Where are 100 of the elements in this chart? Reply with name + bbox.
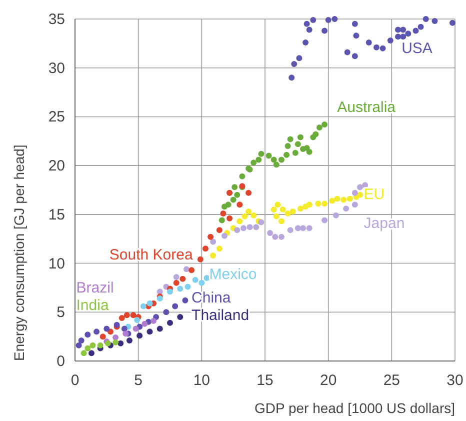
point — [232, 184, 238, 190]
point — [297, 206, 304, 212]
point — [118, 340, 124, 346]
point — [291, 60, 298, 67]
point — [280, 206, 286, 213]
point — [210, 238, 216, 245]
point — [216, 246, 222, 252]
point — [256, 156, 262, 163]
point — [188, 267, 195, 274]
y-tick-label: 30 — [48, 60, 65, 77]
point — [246, 190, 252, 196]
point — [306, 148, 312, 155]
point — [373, 44, 380, 50]
point — [220, 210, 226, 216]
point — [272, 234, 278, 240]
point — [284, 143, 291, 150]
x-tick-label: 25 — [383, 372, 400, 389]
point — [100, 334, 106, 340]
point — [250, 160, 257, 166]
y-tick-label: 25 — [48, 108, 65, 126]
point — [124, 312, 130, 318]
point — [88, 350, 94, 356]
point — [284, 152, 290, 158]
x-tick-label: 10 — [193, 372, 210, 389]
point — [146, 328, 153, 335]
point — [197, 256, 204, 262]
x-tick-label: 0 — [70, 372, 80, 389]
point — [267, 230, 274, 236]
point — [167, 320, 173, 326]
point — [412, 28, 419, 34]
point — [270, 156, 277, 163]
point — [234, 227, 240, 234]
point — [366, 39, 372, 46]
point — [352, 20, 358, 27]
point — [294, 225, 301, 232]
point — [273, 162, 280, 168]
point — [84, 345, 91, 352]
point — [343, 206, 350, 212]
point — [167, 288, 173, 295]
point — [316, 124, 322, 130]
point — [332, 212, 339, 218]
point — [300, 225, 306, 232]
point — [140, 303, 146, 310]
y-tick-label: 10 — [48, 255, 65, 272]
point — [292, 150, 298, 156]
series-label: South Korea — [109, 246, 194, 264]
point — [325, 16, 332, 23]
point — [177, 286, 184, 292]
x-tick-label: 15 — [256, 372, 274, 389]
point — [274, 202, 281, 208]
point — [184, 284, 191, 290]
point — [84, 332, 91, 338]
x-tick-label: 30 — [446, 372, 464, 389]
point — [218, 217, 225, 224]
point — [297, 134, 304, 140]
point — [97, 342, 104, 348]
point — [112, 339, 119, 346]
point — [278, 234, 284, 240]
point — [296, 55, 302, 62]
point — [134, 316, 140, 323]
series-label: India — [76, 297, 110, 314]
point — [332, 16, 338, 22]
point — [266, 152, 272, 159]
point — [258, 219, 264, 226]
point — [76, 342, 82, 348]
point — [287, 136, 294, 142]
point — [322, 122, 328, 128]
point — [278, 156, 284, 163]
point — [315, 200, 322, 207]
point — [142, 320, 148, 327]
series-label: EU — [364, 186, 385, 203]
point — [449, 20, 456, 26]
point — [239, 173, 246, 180]
point — [104, 326, 110, 332]
point — [221, 232, 228, 239]
point — [156, 326, 163, 332]
point — [146, 300, 153, 306]
point — [334, 196, 340, 202]
point — [284, 210, 291, 216]
point — [242, 213, 248, 220]
point — [90, 342, 96, 348]
point — [306, 26, 312, 33]
y-tick-label: 15 — [48, 206, 65, 224]
point — [312, 131, 319, 138]
point — [294, 141, 301, 148]
y-tick-label: 0 — [56, 353, 65, 370]
point — [387, 37, 394, 44]
y-tick-label: 20 — [48, 158, 65, 175]
text: Brazil — [76, 280, 114, 297]
point — [236, 202, 243, 208]
point — [278, 218, 284, 224]
point — [400, 26, 406, 33]
series-label: USA — [402, 40, 432, 58]
point — [94, 328, 100, 335]
point — [352, 53, 358, 60]
point — [357, 192, 363, 198]
point — [173, 280, 180, 286]
point — [202, 246, 208, 252]
point — [183, 266, 190, 272]
point — [306, 202, 312, 208]
